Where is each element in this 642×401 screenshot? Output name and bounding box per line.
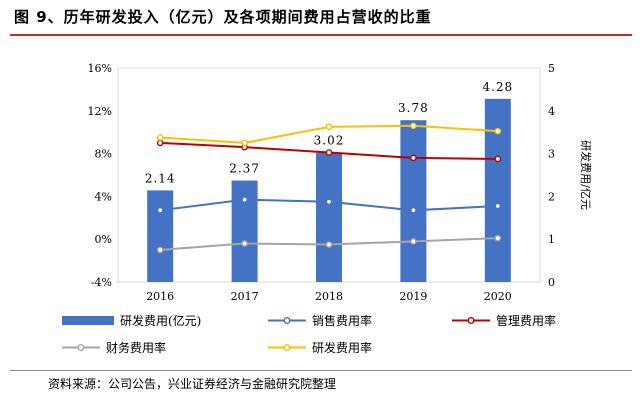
fin-rate-point xyxy=(156,246,164,254)
right-tick-label: 1 xyxy=(548,233,555,246)
source-divider xyxy=(10,370,632,371)
left-tick-label: 0% xyxy=(95,233,112,246)
legend-marker xyxy=(467,317,475,325)
x-tick-label: 2017 xyxy=(231,290,259,303)
chart: -4% 0% 4% 8% 12% 16% 0 1 2 3 4 5 研发费用/亿元 2.14 2.37 3.02… xyxy=(62,62,593,355)
rd-rate-point xyxy=(410,122,417,130)
mgmt-rate-point xyxy=(325,149,333,156)
left-tick-label: 16% xyxy=(88,62,112,75)
x-tick-label: 2020 xyxy=(484,290,512,303)
rd-rate-point xyxy=(241,139,248,147)
bar xyxy=(231,180,258,282)
right-tick-label: 5 xyxy=(548,62,555,75)
legend-marker xyxy=(283,317,291,325)
title-divider xyxy=(10,34,632,36)
mgmt-rate-point xyxy=(410,154,417,162)
bar-value-label: 3.02 xyxy=(314,134,345,148)
right-tick-label: 2 xyxy=(548,190,555,203)
legend-label: 研发费用率 xyxy=(312,340,372,355)
x-tick-label: 2016 xyxy=(146,290,174,303)
legend-label: 研发费用(亿元) xyxy=(120,313,201,328)
bar-value-label: 4.28 xyxy=(482,80,513,94)
left-tick-label: 12% xyxy=(88,105,112,118)
legend-label: 管理费用率 xyxy=(496,313,556,328)
legend-swatch xyxy=(62,316,114,325)
right-tick-label: 0 xyxy=(548,276,555,289)
bar xyxy=(316,152,342,282)
rd-rate-point xyxy=(494,127,502,135)
mgmt-rate-point xyxy=(494,155,502,163)
x-tick-label: 2019 xyxy=(399,290,427,303)
bar-value-label: 2.14 xyxy=(145,171,176,185)
left-tick-label: 8% xyxy=(95,148,112,161)
legend-marker xyxy=(283,344,291,352)
bar xyxy=(147,190,174,282)
fin-rate-point xyxy=(325,241,333,248)
fin-rate-point xyxy=(241,240,248,247)
right-axis-label: 研发费用/亿元 xyxy=(579,140,593,210)
mgmt-rate-point xyxy=(156,139,164,147)
bar-value-label: 2.37 xyxy=(229,162,260,176)
sales-rate-point xyxy=(494,202,502,210)
legend-marker xyxy=(77,344,85,352)
left-tick-label: -4% xyxy=(91,276,112,289)
legend-label: 销售费用率 xyxy=(312,313,372,328)
legend-label: 财务费用率 xyxy=(106,340,166,355)
sales-rate-point xyxy=(325,198,333,206)
fin-rate-point xyxy=(494,234,502,242)
bar-value-label: 3.78 xyxy=(398,101,429,115)
rd-rate-point xyxy=(325,123,333,131)
chart-title: 图 9、历年研发投入（亿元）及各项期间费用占营收的比重 xyxy=(14,8,432,26)
fin-rate-point xyxy=(410,238,417,245)
bar xyxy=(484,98,511,282)
right-tick-label: 4 xyxy=(548,105,555,118)
right-tick-label: 3 xyxy=(548,148,555,161)
sales-rate-point xyxy=(156,207,164,214)
sales-rate-point xyxy=(410,207,417,214)
rd-rate-point xyxy=(156,134,164,141)
left-tick-label: 4% xyxy=(95,190,112,203)
bar xyxy=(400,120,427,282)
source-note: 资料来源：公司公告，兴业证券经济与金融研究院整理 xyxy=(48,377,337,391)
x-tick-label: 2018 xyxy=(315,290,343,303)
sales-rate-point xyxy=(241,196,248,203)
